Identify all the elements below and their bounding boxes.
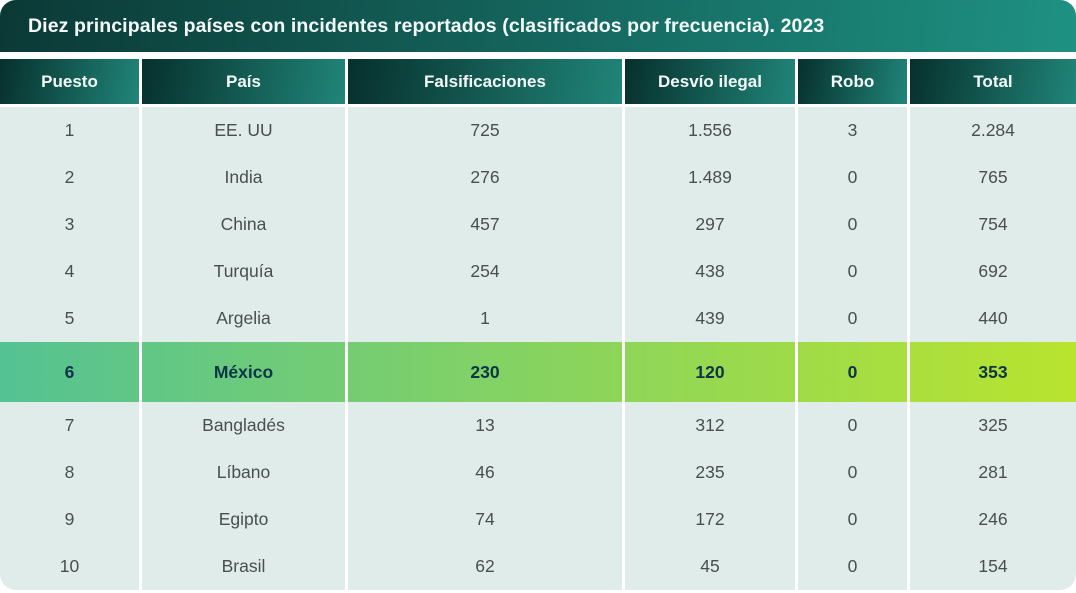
cell-total: 692 [907, 248, 1076, 295]
cell-puesto: 5 [64, 308, 75, 328]
cell-pais: Brasil [139, 543, 345, 590]
table-row: 9 Egipto 74 172 0 246 [0, 496, 1076, 543]
cell-desvio-ilegal: 1.556 [622, 107, 795, 154]
cell-robo: 0 [795, 154, 907, 201]
cell-falsificaciones: 1 [345, 295, 622, 342]
cell-puesto: 9 [64, 509, 75, 529]
cell-desvio-ilegal: 172 [622, 496, 795, 543]
cell-pais: Argelia [139, 295, 345, 342]
cell-puesto: 6 [64, 361, 75, 382]
header-desvio-ilegal: Desvío ilegal [622, 59, 795, 104]
cell-total: 325 [907, 402, 1076, 449]
cell-robo: 0 [795, 201, 907, 248]
cell-desvio-ilegal: 1.489 [622, 154, 795, 201]
cell-falsificaciones: 254 [345, 248, 622, 295]
cell-robo: 0 [795, 342, 907, 402]
cell-robo: 0 [795, 496, 907, 543]
cell-falsificaciones: 46 [345, 449, 622, 496]
cell-pais: EE. UU [139, 107, 345, 154]
table-row: 7 Bangladés 13 312 0 325 [0, 402, 1076, 449]
cell-pais: Turquía [139, 248, 345, 295]
cell-total: 353 [907, 342, 1076, 402]
table-title-bar: Diez principales países con incidentes r… [0, 0, 1076, 52]
table-row: 8 Líbano 46 235 0 281 [0, 449, 1076, 496]
cell-robo: 0 [795, 248, 907, 295]
cell-falsificaciones: 62 [345, 543, 622, 590]
cell-puesto: 4 [64, 261, 75, 281]
cell-puesto: 10 [59, 556, 80, 576]
table-body: 1 EE. UU 725 1.556 3 2.284 2 India 276 1… [0, 107, 1076, 590]
table-header-row: Puesto País Falsificaciones Desvío ilega… [0, 59, 1076, 104]
cell-robo: 3 [795, 107, 907, 154]
cell-total: 765 [907, 154, 1076, 201]
cell-robo: 0 [795, 402, 907, 449]
cell-falsificaciones: 276 [345, 154, 622, 201]
cell-pais: Bangladés [139, 402, 345, 449]
cell-pais: China [139, 201, 345, 248]
cell-total: 154 [907, 543, 1076, 590]
header-pais: País [139, 59, 345, 104]
cell-pais: India [139, 154, 345, 201]
table-row: 10 Brasil 62 45 0 154 [0, 543, 1076, 590]
table-row: 3 China 457 297 0 754 [0, 201, 1076, 248]
cell-desvio-ilegal: 45 [622, 543, 795, 590]
cell-puesto: 8 [64, 462, 75, 482]
cell-total: 440 [907, 295, 1076, 342]
header-total: Total [907, 59, 1076, 104]
cell-falsificaciones: 725 [345, 107, 622, 154]
table-row: 5 Argelia 1 439 0 440 [0, 295, 1076, 342]
cell-puesto: 2 [64, 167, 75, 187]
cell-desvio-ilegal: 235 [622, 449, 795, 496]
table-row: 2 India 276 1.489 0 765 [0, 154, 1076, 201]
cell-desvio-ilegal: 297 [622, 201, 795, 248]
header-robo: Robo [795, 59, 907, 104]
cell-pais: Líbano [139, 449, 345, 496]
cell-robo: 0 [795, 543, 907, 590]
table-row: 4 Turquía 254 438 0 692 [0, 248, 1076, 295]
table-row-highlighted: 6 México 230 120 0 353 [0, 342, 1076, 402]
cell-falsificaciones: 74 [345, 496, 622, 543]
cell-puesto: 1 [64, 120, 75, 140]
cell-total: 754 [907, 201, 1076, 248]
cell-total: 281 [907, 449, 1076, 496]
cell-desvio-ilegal: 439 [622, 295, 795, 342]
cell-total: 246 [907, 496, 1076, 543]
header-puesto: Puesto [0, 59, 139, 104]
cell-falsificaciones: 230 [345, 342, 622, 402]
cell-puesto: 7 [64, 415, 75, 435]
cell-robo: 0 [795, 449, 907, 496]
cell-pais: Egipto [139, 496, 345, 543]
table-title: Diez principales países con incidentes r… [28, 14, 825, 37]
table-row: 1 EE. UU 725 1.556 3 2.284 [0, 107, 1076, 154]
cell-desvio-ilegal: 120 [622, 342, 795, 402]
cell-puesto: 3 [64, 214, 75, 234]
cell-total: 2.284 [907, 107, 1076, 154]
header-falsificaciones: Falsificaciones [345, 59, 622, 104]
cell-falsificaciones: 13 [345, 402, 622, 449]
cell-falsificaciones: 457 [345, 201, 622, 248]
cell-robo: 0 [795, 295, 907, 342]
cell-desvio-ilegal: 312 [622, 402, 795, 449]
cell-pais: México [139, 342, 345, 402]
cell-desvio-ilegal: 438 [622, 248, 795, 295]
